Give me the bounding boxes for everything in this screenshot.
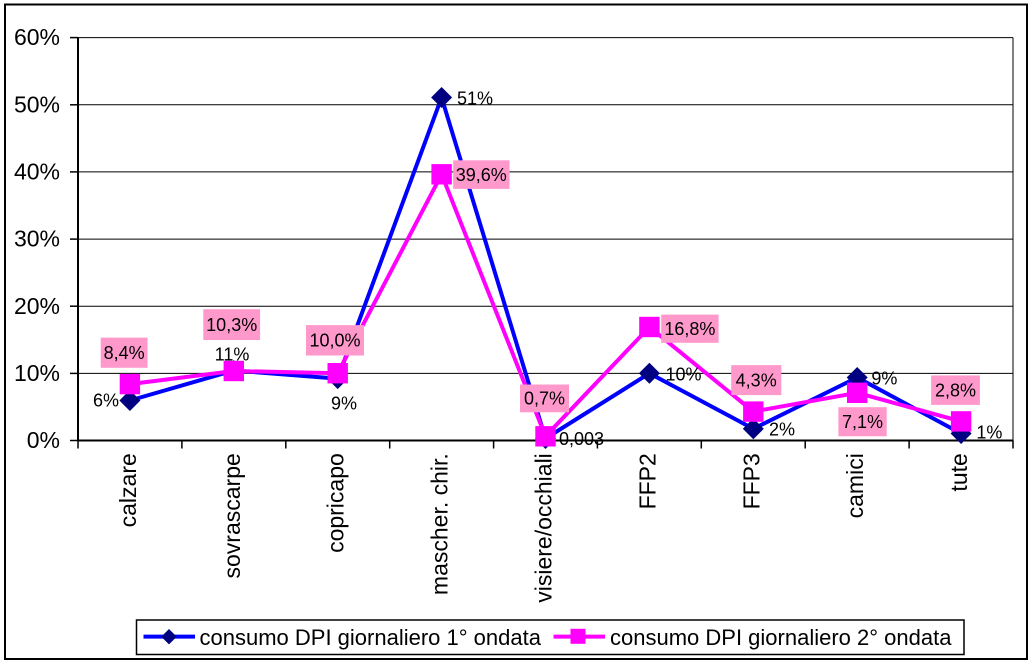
svg-text:9%: 9% [331,394,357,414]
svg-text:0%: 0% [27,427,60,453]
svg-text:8,4%: 8,4% [104,343,145,363]
svg-text:consumo DPI giornaliero 1° ond: consumo DPI giornaliero 1° ondata [200,625,542,650]
svg-text:40%: 40% [14,159,60,185]
svg-text:11%: 11% [215,345,250,365]
svg-text:2,8%: 2,8% [935,380,976,400]
svg-text:9%: 9% [871,368,897,388]
svg-text:7,1%: 7,1% [842,412,883,432]
svg-text:FFP2: FFP2 [634,453,660,509]
svg-text:consumo DPI giornaliero 2° ond: consumo DPI giornaliero 2° ondata [610,625,952,650]
svg-text:sovrascarpe: sovrascarpe [219,453,245,578]
svg-text:visiere/occhiali: visiere/occhiali [531,453,557,603]
svg-text:10,0%: 10,0% [309,331,360,351]
svg-text:1%: 1% [976,423,1002,443]
svg-text:0,7%: 0,7% [524,389,565,409]
svg-text:39,6%: 39,6% [456,165,507,185]
svg-text:16,8%: 16,8% [664,319,715,339]
svg-text:50%: 50% [14,91,60,117]
svg-text:51%: 51% [457,88,493,108]
svg-text:30%: 30% [14,226,60,252]
svg-text:60%: 60% [14,24,60,50]
svg-text:4,3%: 4,3% [736,370,777,390]
svg-text:camici: camici [842,453,868,518]
svg-text:10%: 10% [14,360,60,386]
svg-text:2%: 2% [769,420,795,440]
svg-text:FFP3: FFP3 [738,453,764,509]
svg-text:copricapo: copricapo [323,453,349,553]
svg-text:calzare: calzare [115,453,141,527]
svg-text:0,003: 0,003 [559,429,604,449]
svg-text:10,3%: 10,3% [206,315,257,335]
svg-text:6%: 6% [93,391,119,411]
svg-text:mascher. chir.: mascher. chir. [427,453,453,595]
svg-text:20%: 20% [14,293,60,319]
svg-text:10%: 10% [666,365,702,385]
svg-text:tute: tute [946,453,972,491]
